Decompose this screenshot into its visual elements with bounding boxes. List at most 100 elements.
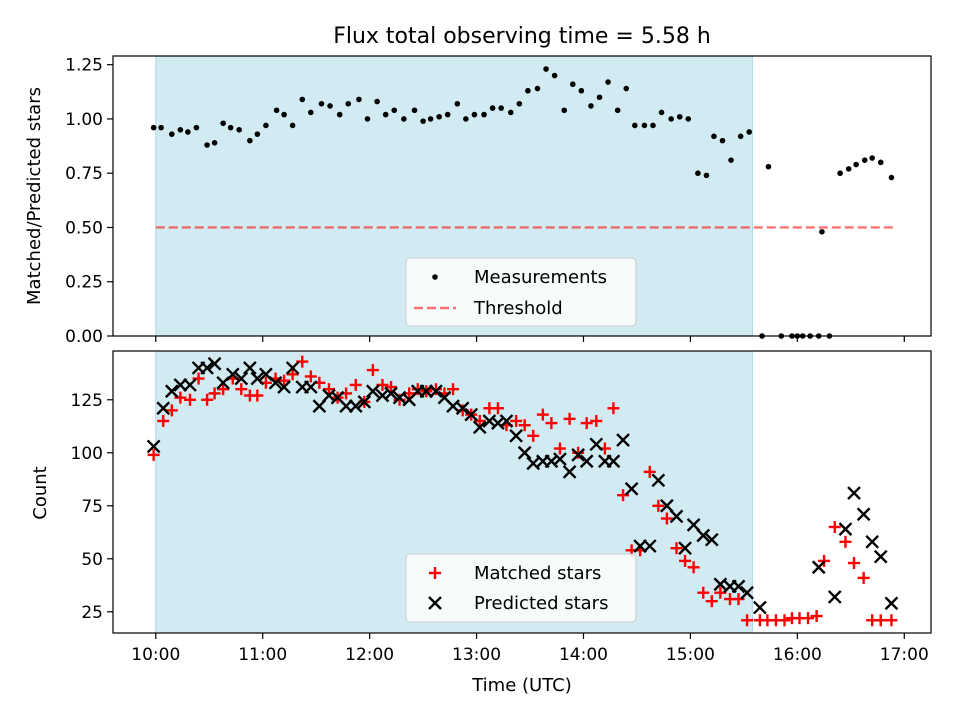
matched-star-point xyxy=(208,387,221,400)
measurement-point xyxy=(169,131,175,137)
predicted-star-point xyxy=(865,534,880,549)
matched-star-point xyxy=(617,489,630,502)
matched-star-point xyxy=(518,419,531,432)
matched-star-point xyxy=(165,404,178,417)
predicted-star-point xyxy=(616,433,630,447)
measurement-point xyxy=(861,157,868,163)
predicted-star-point xyxy=(704,532,719,547)
measurement-point xyxy=(356,96,362,103)
matched-star-point xyxy=(697,586,710,599)
measurement-point xyxy=(888,174,895,181)
predicted-star-point xyxy=(268,375,283,390)
matched-star-point xyxy=(366,364,379,377)
measurement-point xyxy=(364,116,371,122)
top-x-ticks xyxy=(155,336,905,342)
matched-star-point xyxy=(183,393,196,406)
bottom-panel: 25 50 75 100 125 10:00 11:00 12:00 13:00 14:00 15… xyxy=(30,350,932,665)
legend-threshold-label: Threshold xyxy=(473,298,563,319)
matched-star-point xyxy=(732,593,745,606)
predicted-star-point xyxy=(838,522,853,536)
matched-star-point xyxy=(874,614,887,627)
measurement-point xyxy=(420,118,426,124)
measurement-point xyxy=(236,126,242,133)
measurement-point xyxy=(588,103,594,109)
matched-star-point xyxy=(473,414,486,427)
measurement-point xyxy=(336,111,343,118)
predicted-star-point xyxy=(277,380,291,394)
predicted-star-point xyxy=(509,428,523,443)
measurement-point xyxy=(454,100,461,107)
measurement-point xyxy=(220,120,226,127)
matched-star-point xyxy=(828,520,841,533)
predicted-star-point xyxy=(384,386,398,401)
measurement-point xyxy=(150,124,157,131)
measurement-point xyxy=(263,122,269,129)
measurement-point xyxy=(327,103,333,109)
measurement-point xyxy=(299,96,306,103)
bottom-xtick-label: 14:00 xyxy=(559,645,608,665)
matched-star-point xyxy=(393,393,406,406)
matched-star-point xyxy=(278,374,291,387)
measurement-point xyxy=(668,116,674,122)
matched-star-point xyxy=(607,402,620,415)
bottom-xtick-label: 15:00 xyxy=(666,645,715,665)
predicted-star-point xyxy=(553,452,567,466)
measurement-point xyxy=(695,170,701,177)
bottom-legend: Matched stars Predicted stars xyxy=(405,553,637,623)
predicted-star-point xyxy=(740,585,754,600)
top-measurements xyxy=(150,66,895,339)
legend-matched-label: Matched stars xyxy=(474,563,601,584)
predicted-star-point xyxy=(312,399,327,413)
measurement-point xyxy=(247,137,253,144)
matched-star-point xyxy=(527,429,540,442)
matched-star-point xyxy=(192,372,205,385)
measurement-point xyxy=(543,66,549,72)
measurement-point xyxy=(507,109,514,116)
measurement-point xyxy=(765,163,772,170)
matched-star-point xyxy=(536,408,549,421)
matched-star-point xyxy=(572,446,585,459)
measurement-point xyxy=(711,133,717,140)
measurement-point xyxy=(728,157,734,163)
matched-star-point xyxy=(652,499,665,512)
measurement-point xyxy=(444,111,451,118)
measurement-point xyxy=(746,129,753,135)
measurement-point xyxy=(641,122,648,129)
predicted-star-point xyxy=(562,465,577,479)
predicted-star-point xyxy=(873,549,888,564)
matched-star-point xyxy=(201,393,214,406)
measurement-point xyxy=(578,87,585,94)
matched-star-point xyxy=(643,465,656,478)
predicted-star-point xyxy=(146,439,161,454)
top-ytick-label: 1.00 xyxy=(65,110,103,130)
measurement-point xyxy=(211,140,218,146)
x-axis-label: Time (UTC) xyxy=(471,675,572,696)
top-ytick-label: 0.25 xyxy=(65,273,103,293)
predicted-star-point xyxy=(827,590,842,604)
bottom-ytick-label: 75 xyxy=(81,497,103,517)
bottom-y-axis-label: Count xyxy=(30,466,51,519)
measurement-point xyxy=(289,122,296,129)
matched-star-point xyxy=(778,614,791,627)
measurement-point xyxy=(737,133,744,140)
measurement-point xyxy=(391,107,398,114)
measurement-point xyxy=(685,116,692,122)
measurement-point xyxy=(837,170,843,177)
measurement-point xyxy=(525,87,531,94)
predicted-star-point xyxy=(642,539,657,553)
predicted-star-point xyxy=(357,395,372,409)
bottom-y-ticks: 25 50 75 100 125 xyxy=(71,391,113,623)
top-legend: Measurements Threshold xyxy=(405,257,637,327)
matched-star-point xyxy=(687,561,700,574)
predicted-star-point xyxy=(660,498,674,513)
bottom-predicted-stars xyxy=(146,356,899,615)
predicted-star-point xyxy=(200,361,214,375)
matched-star-point xyxy=(322,383,335,396)
predicted-star-point xyxy=(234,371,249,386)
measurement-point xyxy=(877,159,884,166)
predicted-star-point xyxy=(811,560,826,575)
measurement-point xyxy=(318,100,325,107)
matched-star-point xyxy=(660,512,673,525)
matched-star-point xyxy=(810,610,823,623)
